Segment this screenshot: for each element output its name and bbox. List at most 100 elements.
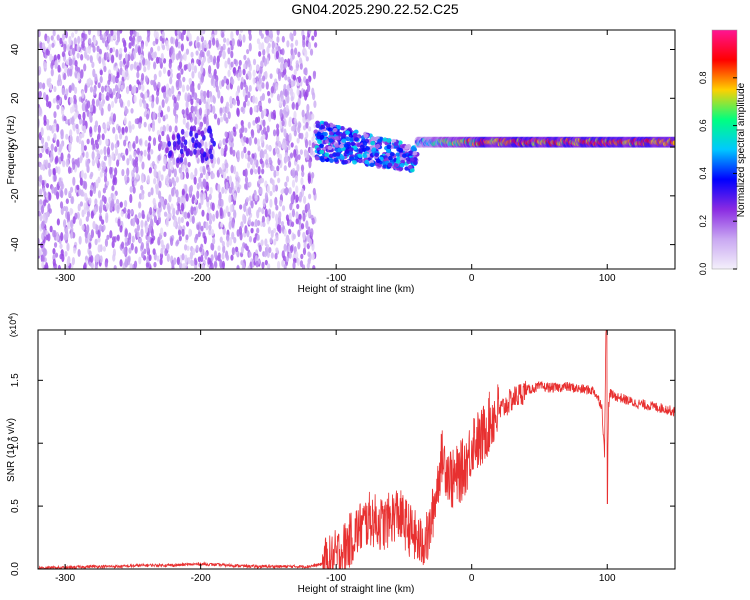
heatmap-cell	[266, 36, 270, 43]
heatmap-cell	[131, 217, 136, 227]
heatmap-cell	[124, 236, 128, 243]
heatmap-cell	[204, 141, 208, 150]
heatmap-cell	[308, 159, 312, 169]
heatmap-cell	[293, 110, 297, 120]
heatmap-cell	[78, 235, 82, 245]
heatmap-cell	[114, 143, 118, 149]
heatmap-cell	[138, 201, 142, 209]
heatmap-cell	[398, 166, 404, 171]
heatmap-cell	[270, 229, 274, 238]
heatmap-cell	[191, 62, 195, 72]
heatmap-cell	[132, 159, 137, 168]
heatmap-cell	[324, 152, 330, 157]
heatmap-cell	[196, 190, 200, 199]
heatmap-cell	[106, 234, 110, 240]
heatmap-cell	[155, 56, 159, 64]
heatmap-cell	[348, 147, 354, 152]
heatmap-cell	[79, 177, 83, 186]
heatmap-cell	[72, 247, 77, 254]
heatmap-cell	[291, 53, 295, 60]
heatmap-cell	[98, 224, 103, 232]
heatmap-cell	[95, 99, 100, 107]
heatmap-cell	[98, 56, 102, 64]
heatmap-cell	[189, 150, 193, 157]
heatmap-cell	[46, 35, 50, 44]
heatmap-cell	[252, 95, 256, 104]
heatmap-cell	[69, 129, 73, 138]
heatmap-cell	[115, 65, 119, 72]
heatmap-cell	[146, 242, 150, 252]
heatmap-cell	[152, 79, 156, 88]
heatmap-cell	[285, 104, 289, 112]
heatmap-cell	[230, 50, 234, 59]
heatmap-cell	[230, 181, 234, 191]
heatmap-cell	[327, 127, 333, 132]
heatmap-cell	[247, 207, 252, 216]
heatmap-cell	[284, 88, 288, 98]
heatmap-cell	[57, 74, 61, 83]
heatmap-cell	[145, 113, 150, 120]
heatmap-cell	[66, 68, 71, 77]
heatmap-cell	[252, 69, 256, 78]
heatmap-cell	[290, 194, 294, 204]
heatmap-cell	[208, 193, 212, 200]
heatmap-cell	[128, 232, 132, 240]
heatmap-cell	[98, 103, 103, 111]
heatmap-cell	[38, 145, 41, 155]
heatmap-cell	[90, 171, 94, 178]
heatmap-cell	[59, 253, 63, 260]
heatmap-cell	[265, 108, 270, 117]
heatmap-cell	[45, 182, 50, 189]
heatmap-cell	[157, 112, 161, 118]
heatmap-cell	[151, 161, 155, 168]
heatmap-cell	[116, 92, 120, 99]
heatmap-cell	[49, 225, 53, 233]
heatmap-cell	[53, 242, 58, 248]
heatmap-cell	[177, 202, 181, 212]
heatmap-cell	[185, 171, 190, 180]
heatmap-cell	[293, 69, 297, 76]
heatmap-cell	[218, 50, 222, 58]
heatmap-cell	[178, 262, 183, 269]
heatmap-cell	[185, 234, 189, 241]
heatmap-cell	[188, 139, 192, 149]
heatmap-cell	[83, 262, 87, 269]
heatmap-cell	[269, 237, 273, 244]
heatmap-cell	[308, 30, 312, 35]
heatmap-cell	[192, 194, 196, 201]
heatmap-cell	[140, 242, 144, 250]
heatmap-cell	[180, 216, 184, 224]
heatmap-cell	[284, 152, 288, 158]
heatmap-cell	[227, 57, 231, 65]
heatmap-cell	[231, 38, 235, 47]
heatmap-cell	[101, 194, 105, 202]
heatmap-cell	[263, 149, 268, 155]
colorbar-tick-label: 0.4	[698, 167, 708, 180]
heatmap-cell	[260, 239, 264, 246]
heatmap-cell	[357, 153, 363, 159]
heatmap-cell	[319, 128, 324, 133]
heatmap-cell	[213, 250, 218, 259]
heatmap-cell	[99, 33, 103, 41]
heatmap-cell	[227, 69, 231, 78]
heatmap-cell	[39, 81, 43, 90]
heatmap-cell	[141, 251, 145, 259]
heatmap-cell	[185, 150, 190, 157]
heatmap-cell	[264, 208, 268, 218]
heatmap-cell	[95, 156, 99, 165]
heatmap-cell	[52, 98, 56, 104]
snr-exponent-label: (x104)	[8, 313, 18, 337]
heatmap-cell	[220, 222, 224, 228]
heatmap-cell	[71, 32, 75, 38]
heatmap-cell	[164, 198, 168, 206]
colorbar-tick-label: 0.8	[698, 72, 708, 85]
heatmap-cell	[370, 141, 376, 146]
heatmap-cell	[195, 50, 199, 56]
heatmap-cell	[333, 157, 339, 163]
heatmap-cell	[265, 144, 269, 150]
heatmap-cell	[152, 197, 156, 206]
heatmap-cell	[409, 157, 415, 162]
heatmap-cell	[175, 79, 179, 88]
heatmap-cell	[223, 150, 227, 157]
heatmap-cell	[255, 64, 260, 72]
